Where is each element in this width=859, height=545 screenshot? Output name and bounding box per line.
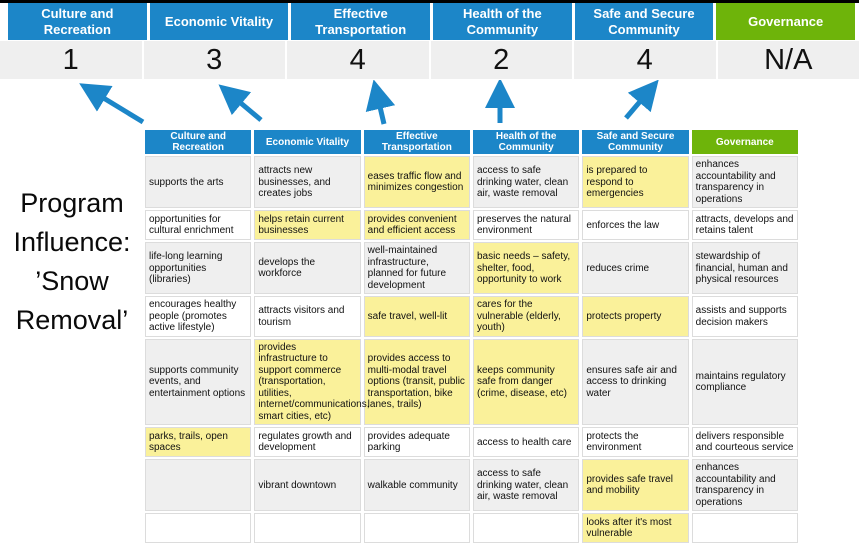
matrix-cell	[692, 513, 798, 543]
matrix-cell: life-long learning opportunities (librar…	[145, 242, 251, 294]
matrix-cell	[145, 459, 251, 511]
matrix-cell: safe travel, well-lit	[364, 296, 470, 337]
matrix-cell: basic needs – safety, shelter, food, opp…	[473, 242, 579, 294]
matrix-cell: parks, trails, open spaces	[145, 427, 251, 457]
matrix-cell: reduces crime	[582, 242, 688, 294]
matrix-cell: vibrant downtown	[254, 459, 360, 511]
matrix-cell: provides infrastructure to support comme…	[254, 339, 360, 426]
matrix-cell: preserves the natural environment	[473, 210, 579, 240]
matrix-cell: attracts, develops and retains talent	[692, 210, 798, 240]
matrix-cell: walkable community	[364, 459, 470, 511]
summary-score-2: 4	[287, 41, 429, 79]
matrix-cell: is prepared to respond to emergencies	[582, 156, 688, 208]
summary-score-1: 3	[144, 41, 286, 79]
matrix-cell: provides access to multi-modal travel op…	[364, 339, 470, 426]
matrix-cell: cares for the vulnerable (elderly, youth…	[473, 296, 579, 337]
matrix-cell: keeps community safe from danger (crime,…	[473, 339, 579, 426]
matrix-cell: provides convenient and efficient access	[364, 210, 470, 240]
matrix-cell: maintains regulatory compliance	[692, 339, 798, 426]
matrix-cell: supports community events, and entertain…	[145, 339, 251, 426]
matrix-cell: access to safe drinking water, clean air…	[473, 459, 579, 511]
matrix-cell: eases traffic flow and minimizes congest…	[364, 156, 470, 208]
matrix-cell: well-maintained infrastructure, planned …	[364, 242, 470, 294]
summary-score-5: N/A	[718, 41, 859, 79]
matrix-row-5: supports community events, and entertain…	[145, 339, 798, 426]
matrix-cell: opportunities for cultural enrichment	[145, 210, 251, 240]
matrix-cell: supports the arts	[145, 156, 251, 208]
matrix-header-2: Effective Transportation	[364, 130, 470, 154]
matrix-cell: delivers responsible and courteous servi…	[692, 427, 798, 457]
matrix-cell: access to health care	[473, 427, 579, 457]
summary-header-1: Economic Vitality	[150, 3, 289, 40]
matrix-header-1: Economic Vitality	[254, 130, 360, 154]
program-influence-label: Program Influence: ’Snow Removal’	[2, 184, 142, 341]
matrix-row-4: encourages healthy people (promotes acti…	[145, 296, 798, 337]
matrix-cell: regulates growth and development	[254, 427, 360, 457]
matrix-cell: enhances accountability and transparency…	[692, 459, 798, 511]
influence-arrow-2	[230, 94, 261, 120]
arrows-svg	[0, 80, 859, 130]
matrix-cell: develops the workforce	[254, 242, 360, 294]
summary-score-3: 2	[431, 41, 573, 79]
matrix-cell: helps retain current businesses	[254, 210, 360, 240]
summary-header-2: Effective Transportation	[291, 3, 430, 40]
influence-arrow-3	[377, 94, 384, 124]
summary-header-0: Culture and Recreation	[8, 3, 147, 40]
matrix-row-3: life-long learning opportunities (librar…	[145, 242, 798, 294]
matrix-header-0: Culture and Recreation	[145, 130, 251, 154]
matrix-cell: protects property	[582, 296, 688, 337]
summary-score-0: 1	[0, 41, 142, 79]
summary-score-4: 4	[574, 41, 716, 79]
matrix-cell: stewardship of financial, human and phys…	[692, 242, 798, 294]
summary-header-3: Health of the Community	[433, 3, 572, 40]
matrix-cell: enforces the law	[582, 210, 688, 240]
matrix-cell: protects the environment	[582, 427, 688, 457]
matrix-cell: attracts visitors and tourism	[254, 296, 360, 337]
matrix-row-8: looks after it's most vulnerable	[145, 513, 798, 543]
matrix-cell: encourages healthy people (promotes acti…	[145, 296, 251, 337]
matrix-cell: assists and supports decision makers	[692, 296, 798, 337]
matrix-cell: access to safe drinking water, clean air…	[473, 156, 579, 208]
matrix-cell: provides adequate parking	[364, 427, 470, 457]
influence-arrows	[0, 80, 859, 130]
influence-arrow-5	[626, 91, 649, 118]
matrix-cell	[473, 513, 579, 543]
matrix-cell: ensures safe air and access to drinking …	[582, 339, 688, 426]
summary-header-4: Safe and Secure Community	[575, 3, 714, 40]
matrix-cell: enhances accountability and transparency…	[692, 156, 798, 208]
summary-header-5: Governance	[716, 3, 855, 40]
matrix-cell: looks after it's most vulnerable	[582, 513, 688, 543]
matrix-cell	[254, 513, 360, 543]
matrix-cell	[145, 513, 251, 543]
matrix-cell	[364, 513, 470, 543]
matrix-header-3: Health of the Community	[473, 130, 579, 154]
matrix-cell: attracts new businesses, and creates job…	[254, 156, 360, 208]
influence-arrow-1	[92, 91, 143, 122]
matrix-header-4: Safe and Secure Community	[582, 130, 688, 154]
matrix-cell: provides safe travel and mobility	[582, 459, 688, 511]
matrix-header-5: Governance	[692, 130, 798, 154]
